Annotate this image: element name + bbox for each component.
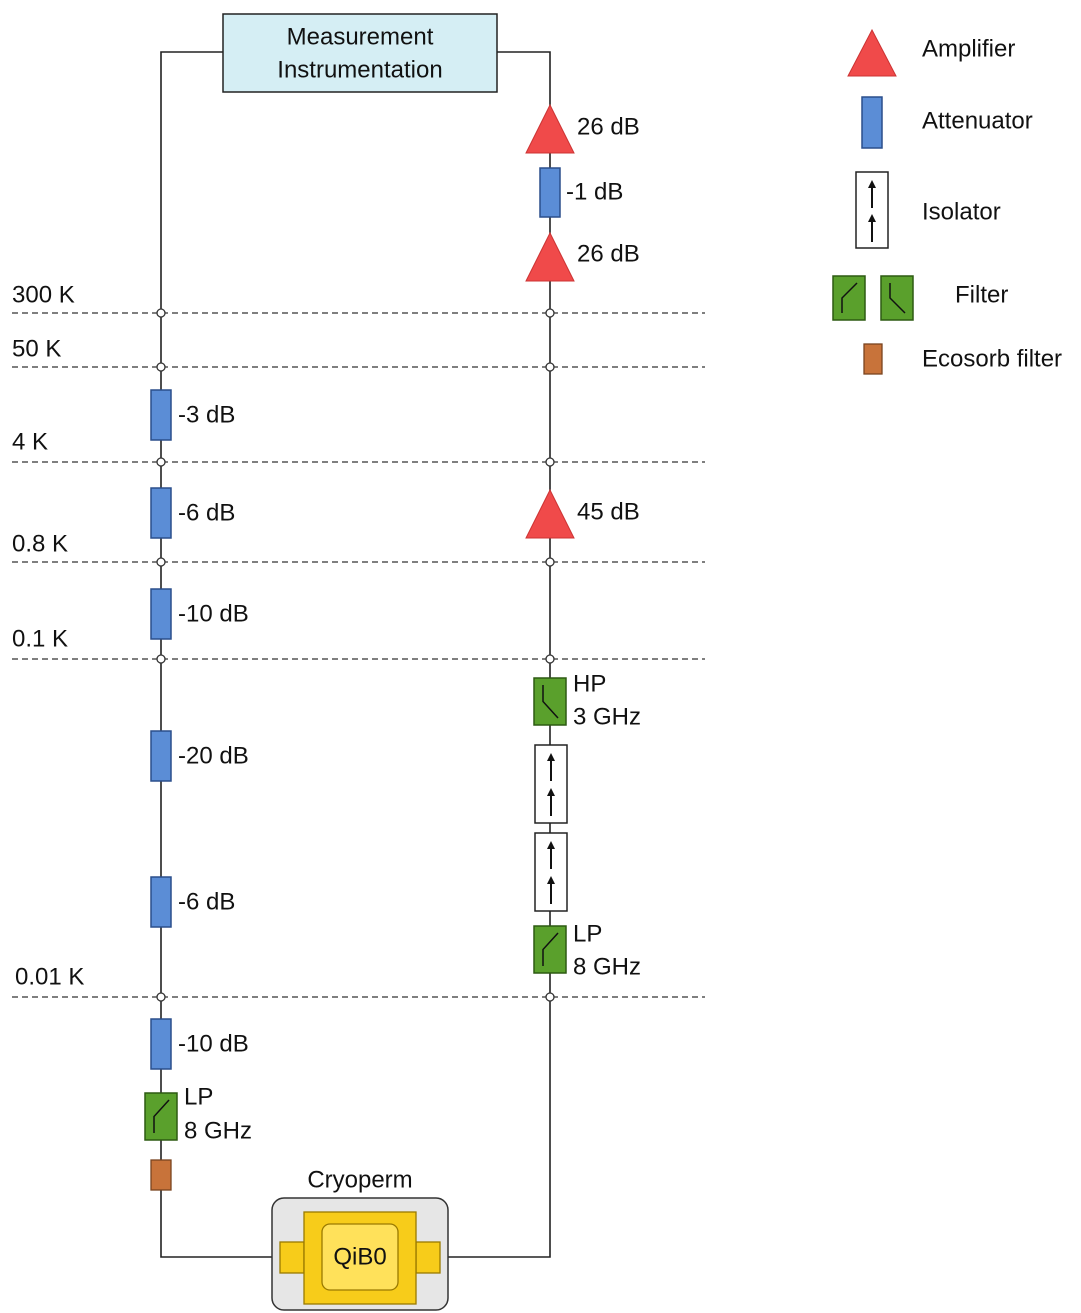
legend-label: Attenuator — [922, 107, 1033, 134]
filter-label: LP — [573, 920, 602, 947]
junction — [545, 457, 555, 467]
isolator-arrowhead — [868, 180, 876, 188]
filter-curve — [889, 283, 906, 314]
legend-label: Amplifier — [922, 35, 1015, 62]
attenuator — [150, 730, 172, 782]
junction — [545, 308, 555, 318]
highpass-filter — [880, 275, 914, 321]
attenuation-label: -3 dB — [178, 401, 235, 428]
attenuator — [150, 487, 172, 539]
attenuator — [150, 389, 172, 441]
junction — [156, 557, 166, 567]
ecosorb-filter — [150, 1159, 172, 1191]
filter-curve — [841, 282, 858, 313]
junction — [156, 362, 166, 372]
junction — [545, 654, 555, 664]
stage-label: 0.01 K — [15, 963, 84, 990]
chip — [321, 1223, 399, 1291]
attenuation-label: -1 dB — [566, 178, 623, 205]
stage-label: 4 K — [12, 428, 48, 455]
gain-label: 45 dB — [577, 498, 640, 525]
stage-label: 50 K — [12, 335, 61, 362]
attenuator — [539, 167, 561, 218]
ecosorb-filter — [863, 343, 883, 375]
amplifier — [847, 28, 897, 77]
filter-label: 8 GHz — [573, 953, 641, 980]
highpass-filter — [533, 677, 567, 726]
instrument-box — [222, 13, 498, 93]
chip-label: QiB0 — [333, 1243, 386, 1270]
attenuator — [150, 588, 172, 640]
stage-label: 0.8 K — [12, 530, 68, 557]
filter-label: 3 GHz — [573, 703, 641, 730]
filter-label: 8 GHz — [184, 1117, 252, 1144]
isolator-arrowhead — [547, 788, 555, 796]
filter-curve — [542, 932, 559, 966]
attenuation-label: -10 dB — [178, 600, 249, 627]
gain-label: 26 dB — [577, 113, 640, 140]
attenuation-label: -6 dB — [178, 888, 235, 915]
lowpass-filter — [533, 925, 567, 974]
amplifier — [525, 488, 575, 539]
junction — [545, 362, 555, 372]
gain-label: 26 dB — [577, 240, 640, 267]
filter-label: HP — [573, 670, 606, 697]
isolator-arrowhead — [868, 214, 876, 222]
attenuation-label: -10 dB — [178, 1030, 249, 1057]
stage-label: 300 K — [12, 281, 75, 308]
amplifier — [525, 231, 575, 282]
legend-label: Isolator — [922, 198, 1001, 225]
filter-curve — [153, 1099, 170, 1133]
instrument-label: Measurement — [287, 23, 434, 50]
junction — [545, 557, 555, 567]
isolator-arrowhead — [547, 876, 555, 884]
instrument-label: Instrumentation — [277, 56, 442, 83]
stage-label: 0.1 K — [12, 625, 68, 652]
lowpass-filter — [144, 1092, 178, 1141]
junction — [156, 992, 166, 1002]
drive-wire — [160, 51, 282, 1258]
connector — [415, 1241, 441, 1274]
isolator-arrowhead — [547, 753, 555, 761]
attenuator — [150, 1018, 172, 1070]
attenuator — [150, 876, 172, 928]
attenuation-label: -20 dB — [178, 742, 249, 769]
connector — [279, 1241, 305, 1274]
legend-label: Filter — [955, 281, 1008, 308]
lowpass-filter — [832, 275, 866, 321]
legend-label: Ecosorb filter — [922, 345, 1062, 372]
isolator-arrowhead — [547, 841, 555, 849]
readout-wire — [440, 51, 551, 1258]
junction — [545, 992, 555, 1002]
amplifier — [525, 103, 575, 154]
shield-label: Cryoperm — [307, 1166, 412, 1193]
attenuator — [861, 96, 883, 149]
filter-curve — [542, 685, 559, 719]
junction — [156, 654, 166, 664]
junction — [156, 308, 166, 318]
junction — [156, 457, 166, 467]
attenuation-label: -6 dB — [178, 499, 235, 526]
filter-label: LP — [184, 1083, 213, 1110]
